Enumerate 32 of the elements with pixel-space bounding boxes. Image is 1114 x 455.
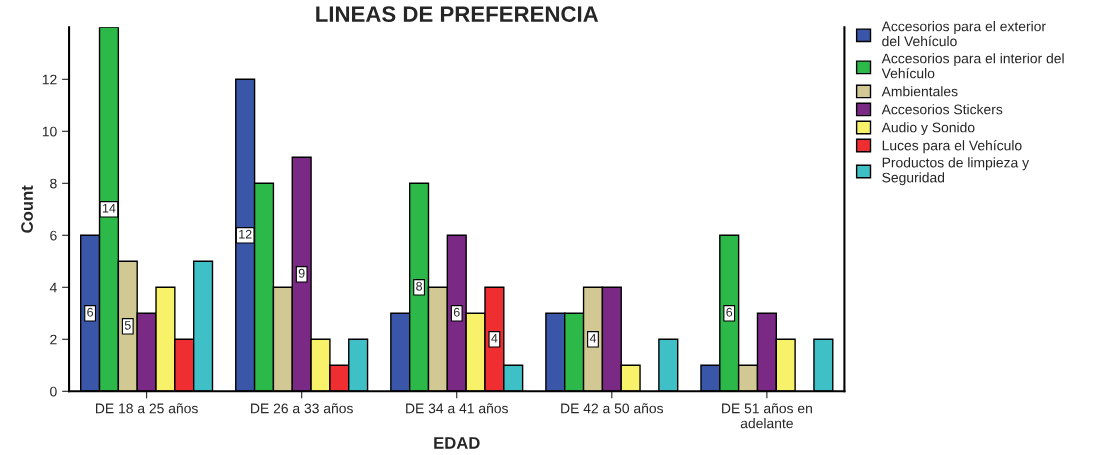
legend-label: Audio y Sonido [881,122,975,136]
x-tick-label: DE 34 a 41 años [406,403,508,414]
x-tick-label: DE 42 a 50 años [561,403,664,414]
y-tick-label: 0 [50,386,57,397]
y-tick-label: 4 [49,282,57,293]
y-tick-label: 10 [42,126,57,137]
data-label: 6 [726,307,733,317]
x-tick-label: DE 18 a 25 años [96,403,198,414]
data-label: 14 [102,203,116,213]
data-label: 4 [491,333,498,343]
y-tick-label: 12 [42,74,57,85]
x-axis-title: EDAD [434,437,480,449]
chart-title: LINEAS DE PREFERENCIA [316,6,599,22]
data-label: 4 [589,333,597,343]
legend-label: Productos de limpieza y Seguridad [882,157,1030,186]
y-tick-label: 8 [50,178,57,189]
x-tick-label: DE 51 años en adelante [722,403,812,429]
y-tick-label: 2 [50,334,57,345]
data-label: 8 [416,281,423,291]
x-tick-label: DE 26 a 33 años [251,403,353,414]
data-label: 5 [124,320,131,330]
data-label: 9 [298,268,305,278]
data-label: 12 [239,229,252,239]
y-tick-label: 6 [50,230,57,241]
data-label: 6 [87,307,94,317]
legend-label: Accesorios para el exterior del Vehículo [881,21,1046,47]
legend-label: Ambientales [881,86,958,97]
legend-label: Accesorios para el interior del Vehículo [881,53,1064,79]
y-axis-title: Count [21,185,33,233]
legend-label: Accesorios Stickers [881,104,1003,115]
data-label: 6 [453,307,460,317]
legend-label: Luces para el Vehículo [882,140,1022,154]
